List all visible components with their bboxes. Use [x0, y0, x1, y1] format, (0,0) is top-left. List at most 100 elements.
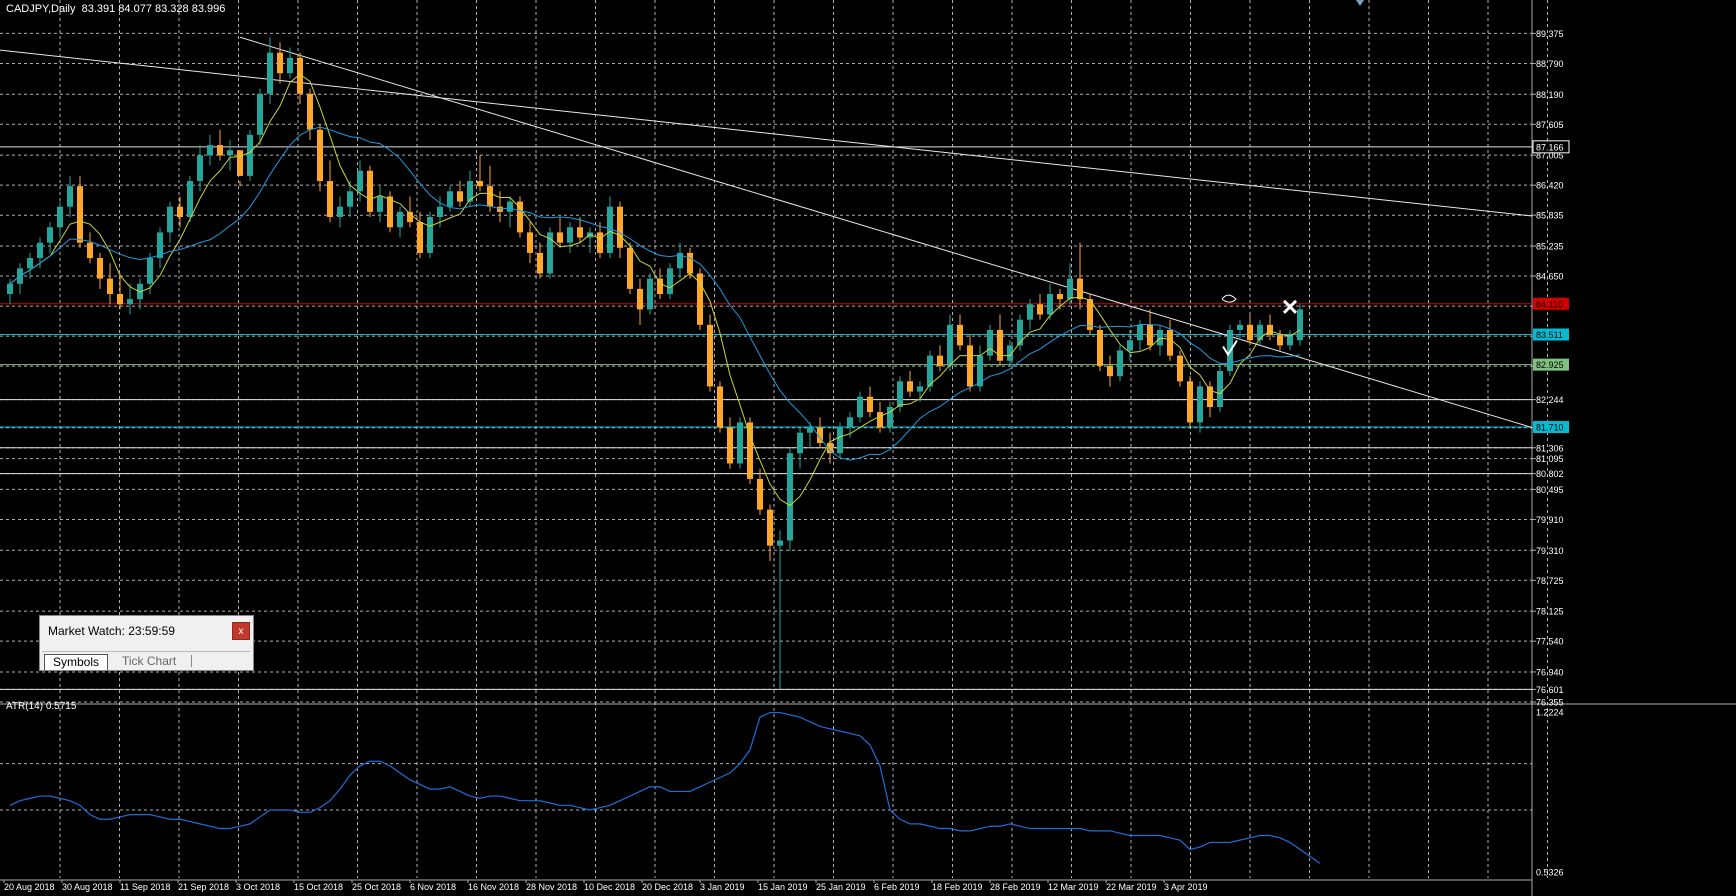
price-tick-label: 77.540 — [1536, 637, 1564, 647]
candle-body — [617, 206, 623, 248]
level-price-tag — [1533, 358, 1569, 371]
candle-body — [797, 432, 803, 454]
candle-body — [477, 181, 483, 187]
time-tick-label: 15 Oct 2018 — [294, 882, 343, 892]
candle-body — [357, 170, 363, 192]
candle-body — [27, 258, 33, 269]
market-watch-title: Market Watch: 23:59:59 — [48, 624, 175, 638]
candle-body — [937, 355, 943, 366]
price-tick-label: 87.005 — [1536, 151, 1564, 161]
candle-body — [1057, 294, 1063, 300]
candle-body — [607, 206, 613, 253]
candle-body — [707, 324, 713, 387]
candle-body — [687, 252, 693, 274]
time-tick-label: 6 Feb 2019 — [874, 882, 920, 892]
candle-body — [1197, 386, 1203, 423]
candle-body — [337, 206, 343, 217]
candle-body — [947, 324, 953, 366]
price-tick-label: 82.244 — [1536, 395, 1564, 405]
candle-body — [1267, 324, 1273, 336]
candle-body — [737, 422, 743, 464]
candle-body — [647, 278, 653, 310]
price-tick-label: 88.790 — [1536, 59, 1564, 69]
candle-body — [447, 191, 453, 207]
candle-body — [1107, 365, 1113, 377]
candle-body — [1047, 294, 1053, 315]
time-tick-label: 12 Mar 2019 — [1048, 882, 1099, 892]
time-tick-label: 21 Sep 2018 — [178, 882, 229, 892]
time-tick-label: 3 Apr 2019 — [1164, 882, 1208, 892]
time-tick-label: 3 Jan 2019 — [700, 882, 745, 892]
candle-body — [157, 232, 163, 259]
level-price-tag — [1532, 140, 1570, 154]
time-tick-label: 20 Dec 2018 — [642, 882, 693, 892]
market-watch-tabs: Symbols Tick Chart — [42, 651, 250, 670]
atr-tick-label: 0.5326 — [1536, 868, 1564, 878]
candles — [7, 37, 1303, 690]
candle-body — [277, 52, 283, 74]
price-tick-label: 84.650 — [1536, 272, 1564, 282]
candle-body — [907, 381, 913, 392]
market-watch-window[interactable]: Market Watch: 23:59:59 x Symbols Tick Ch… — [39, 615, 254, 671]
candle-body — [187, 181, 193, 217]
chart-shift-marker[interactable] — [1356, 0, 1364, 6]
ma-fast-line — [9, 73, 1301, 507]
tab-symbols[interactable]: Symbols — [44, 654, 109, 670]
candle-body — [637, 288, 643, 310]
tab-separator — [191, 655, 192, 667]
candle-body — [987, 329, 993, 356]
candle-body — [997, 329, 1003, 361]
candle-body — [97, 258, 103, 279]
candle-body — [1177, 355, 1183, 382]
candle-body — [387, 196, 393, 228]
candle-body — [1157, 329, 1163, 346]
time-tick-label: 10 Dec 2018 — [584, 882, 635, 892]
price-tick-label: 85.835 — [1536, 211, 1564, 221]
level-price-tag — [1533, 297, 1569, 310]
candle-body — [1257, 324, 1263, 341]
time-tick-label: 15 Jan 2019 — [758, 882, 808, 892]
candle-body — [957, 324, 963, 346]
candle-body — [1137, 324, 1143, 341]
candle-body — [107, 278, 113, 295]
candle-body — [47, 227, 53, 243]
candle-body — [847, 417, 853, 428]
candle-body — [457, 191, 463, 202]
candle-body — [67, 186, 73, 207]
candle-body — [347, 191, 353, 207]
candle-body — [1097, 329, 1103, 366]
price-tick-label: 88.190 — [1536, 90, 1564, 100]
candle-body — [967, 345, 973, 387]
level-price-tag — [1533, 328, 1569, 341]
candle-body — [1207, 386, 1213, 407]
price-tick-label: 76.355 — [1536, 698, 1564, 708]
candle-body — [237, 150, 243, 176]
candle-body — [677, 252, 683, 269]
candle-body — [197, 155, 203, 182]
candle-body — [837, 427, 843, 454]
candle-body — [267, 52, 273, 94]
candle-body — [297, 57, 303, 94]
candle-body — [1007, 345, 1013, 361]
candle-body — [917, 386, 923, 392]
time-tick-label: 28 Nov 2018 — [526, 882, 577, 892]
candle-body — [597, 232, 603, 253]
time-tick-label: 22 Mar 2019 — [1106, 882, 1157, 892]
candle-body — [77, 186, 83, 243]
atr-tick-label: 1.2224 — [1536, 708, 1564, 718]
close-button[interactable]: x — [232, 622, 250, 640]
level-price-tag — [1533, 421, 1569, 434]
candle-body — [767, 509, 773, 546]
level-price-tag-label: 84.110 — [1536, 299, 1563, 309]
candle-body — [177, 206, 183, 217]
candle-body — [367, 170, 373, 212]
candle-body — [437, 206, 443, 217]
candle-body — [287, 57, 293, 74]
candle-body — [127, 299, 133, 305]
candle-body — [1167, 329, 1173, 356]
candle-body — [377, 196, 383, 212]
price-tick-label: 81.306 — [1536, 443, 1564, 453]
tab-tick-chart[interactable]: Tick Chart — [122, 654, 177, 668]
time-tick-label: 6 Nov 2018 — [410, 882, 456, 892]
